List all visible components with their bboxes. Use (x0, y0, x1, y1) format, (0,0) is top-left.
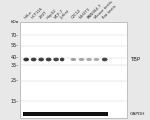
Ellipse shape (53, 58, 59, 61)
Text: 40-: 40- (11, 55, 19, 60)
Ellipse shape (102, 58, 108, 61)
Text: 15-: 15- (11, 99, 19, 104)
Bar (23, 112, 108, 117)
Text: Mouse testis: Mouse testis (94, 0, 113, 20)
Text: NIH3T3: NIH3T3 (79, 7, 92, 20)
Text: 70-: 70- (11, 33, 19, 38)
Text: HeLa: HeLa (23, 11, 33, 20)
Ellipse shape (31, 58, 36, 61)
Ellipse shape (60, 58, 64, 61)
Ellipse shape (38, 58, 44, 61)
Text: C2C12: C2C12 (70, 9, 82, 20)
Text: Jurkat: Jurkat (59, 9, 70, 20)
Ellipse shape (79, 58, 84, 61)
Text: GAPDH: GAPDH (130, 112, 146, 116)
Text: kDa: kDa (10, 20, 19, 24)
Ellipse shape (94, 58, 99, 61)
Ellipse shape (23, 58, 29, 61)
Text: 55-: 55- (11, 43, 19, 48)
Text: 35-: 35- (11, 63, 19, 68)
Text: TBP: TBP (130, 57, 140, 62)
Ellipse shape (86, 58, 92, 61)
Ellipse shape (70, 58, 76, 61)
Text: HCT116: HCT116 (31, 7, 44, 20)
Text: Rat testis: Rat testis (102, 5, 117, 20)
Text: 25-: 25- (11, 78, 19, 83)
Bar (20, 22, 127, 118)
Text: HepG2: HepG2 (46, 8, 58, 20)
Text: MCF-7: MCF-7 (53, 9, 64, 20)
Text: 293T: 293T (38, 11, 48, 20)
Text: RAW264.7: RAW264.7 (86, 4, 103, 20)
Ellipse shape (46, 58, 51, 61)
